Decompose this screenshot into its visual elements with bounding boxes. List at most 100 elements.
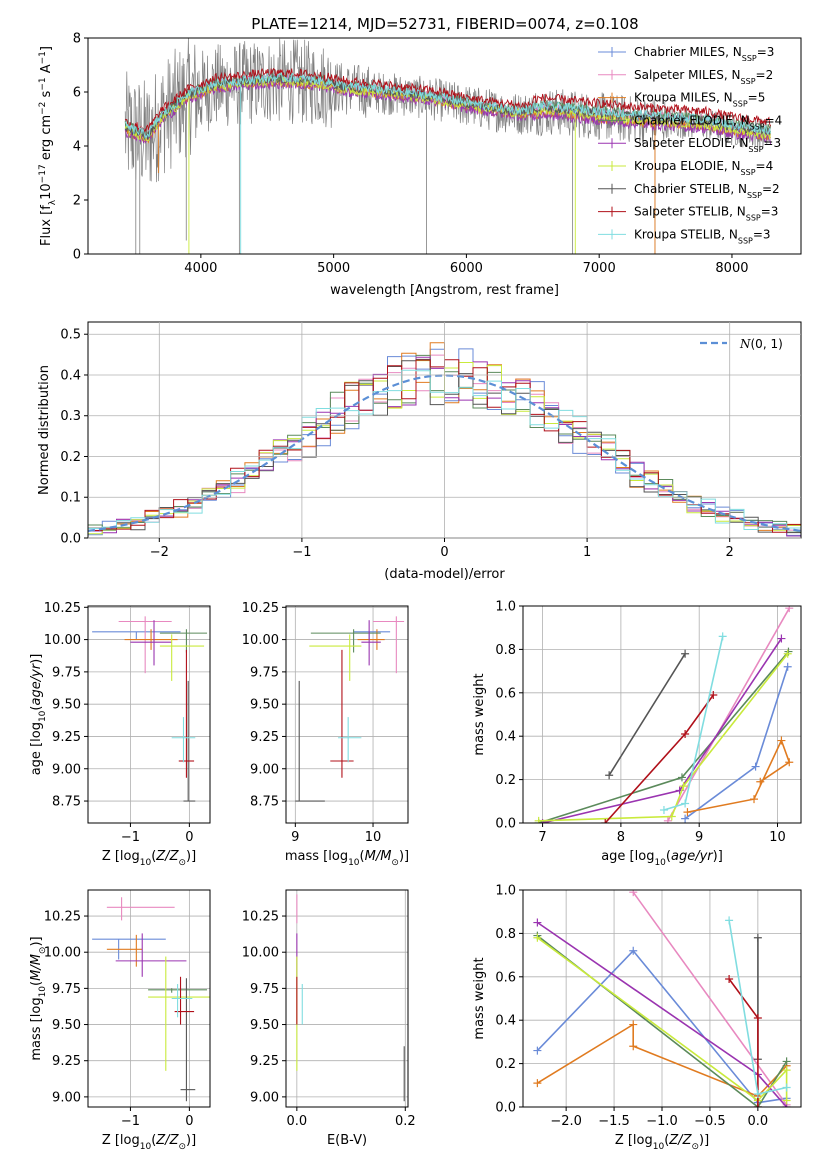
x-tick-label: −0.5 <box>694 1114 726 1129</box>
x-axis-label: Z [log10(Z/Z⊙)] <box>102 1133 196 1152</box>
y-tick-label: 8.75 <box>250 795 279 810</box>
y-tick-label: 9.25 <box>250 1054 279 1069</box>
legend: Chabrier MILES, NSSP=3 Salpeter MILES, NS… <box>598 45 782 245</box>
y-tick-label: 1.0 <box>495 600 516 615</box>
y-tick-label: 9.75 <box>52 982 81 997</box>
x-tick-label: −2.0 <box>550 1114 582 1129</box>
mass-weight-marker <box>777 736 786 745</box>
mass-weight-marker <box>709 690 718 699</box>
y-axis-label: mass [log10(M/M⊙)] <box>29 936 48 1060</box>
legend-label: Kroupa ELODIE, NSSP=4 <box>634 159 773 177</box>
mass-weight-marker <box>679 782 688 791</box>
model-spectrum <box>124 72 771 140</box>
x-tick-label: 8 <box>617 830 625 845</box>
y-tick-label: 10.00 <box>242 633 279 648</box>
age-vs-mass-panel: 9 10 8.75 9.00 9.25 9.50 9.75 10.00 10.25 mass [l… <box>242 601 409 868</box>
y-tick-label: 10.25 <box>44 910 81 925</box>
mass-weight-marker <box>663 816 672 823</box>
legend-label: Chabrier MILES, NSSP=3 <box>634 45 774 63</box>
y-tick-label: 0.0 <box>60 532 81 547</box>
errorbar-point <box>373 616 405 674</box>
x-tick-label: −1 <box>292 545 311 560</box>
errorbar-point <box>330 649 354 778</box>
mass-weight-vs-metallicity-panel: −2.0 −1.5 −1.0 −0.5 0.0 0.0 0.2 0.4 0.6 0.8 1.0 mas… <box>472 884 802 1152</box>
y-tick-label: 0.6 <box>495 686 516 701</box>
y-axis-label: Normed distribution <box>37 365 52 495</box>
y-tick-label: 9.25 <box>52 1054 81 1069</box>
age-vs-metallicity-panel: −1 0 8.75 9.00 9.25 9.50 9.75 10.00 10.25 age [lo… <box>29 601 211 868</box>
x-tick-label: 4000 <box>184 261 217 276</box>
x-tick-label: 0.0 <box>748 1114 769 1129</box>
mass-weight-series <box>608 653 686 776</box>
mass-weight-series <box>538 651 790 823</box>
y-tick-label: 0.0 <box>495 817 516 832</box>
x-tick-label: 5000 <box>317 261 350 276</box>
x-tick-label: 9 <box>695 830 703 845</box>
x-tick-label: 1 <box>583 545 591 560</box>
residual-histogram-panel: −2 −1 0 1 2 0.0 0.1 0.2 0.3 0.4 0.5 (data-model)/er… <box>37 321 802 582</box>
mass-weight-series <box>632 891 788 1106</box>
y-tick-label: 0 <box>73 248 81 263</box>
x-tick-label: −1.0 <box>646 1114 678 1129</box>
mass-weight-series <box>538 653 789 822</box>
mass-weight-marker <box>782 1096 791 1105</box>
x-tick-label: 0 <box>440 545 448 560</box>
errorbar-point <box>130 620 172 666</box>
x-tick-label: −2 <box>150 545 169 560</box>
y-tick-label: 9.00 <box>52 762 81 777</box>
y-tick-label: 8 <box>73 32 81 47</box>
legend-label: Kroupa MILES, NSSP=5 <box>634 91 765 109</box>
errorbar-point <box>310 629 381 653</box>
errorbar-point <box>361 620 381 666</box>
legend-label: Chabrier STELIB, NSSP=2 <box>634 182 780 200</box>
y-tick-label: 9.00 <box>250 762 279 777</box>
mass-weight-marker <box>629 1042 638 1051</box>
y-tick-label: 0.8 <box>495 927 516 942</box>
y-tick-label: 10.00 <box>242 946 279 961</box>
mass-weight-series <box>542 638 783 823</box>
errorbar-point <box>171 984 193 1018</box>
errorbar-point <box>309 634 362 681</box>
errorbar-point <box>148 956 210 1071</box>
mass-weight-marker <box>605 771 614 780</box>
legend-label: Salpeter ELODIE, NSSP=3 <box>634 136 781 154</box>
errorbar-point <box>115 933 187 977</box>
mass-weight-marker <box>533 933 542 942</box>
figure-title: PLATE=1214, MJD=52731, FIBERID=0074, z=0… <box>251 15 638 33</box>
x-tick-label: 10 <box>769 830 786 845</box>
errorbar-point <box>106 897 175 921</box>
errorbar-point <box>171 717 196 763</box>
model-spectrum <box>124 67 771 134</box>
mass-weight-marker <box>718 632 727 641</box>
errorbar-point <box>124 629 178 650</box>
y-tick-label: 9.25 <box>52 730 81 745</box>
y-axis-label: age [log10(age/yr)] <box>29 654 48 776</box>
mass-weight-series <box>667 607 790 822</box>
x-tick-label: 7000 <box>583 261 616 276</box>
x-axis-label: mass [log10(M/M⊙)] <box>285 849 409 868</box>
mass-weight-marker <box>753 1103 762 1107</box>
mass-weight-marker <box>601 819 610 823</box>
y-tick-label: 0.2 <box>495 773 516 788</box>
errorbar-point <box>92 631 181 640</box>
y-tick-label: 0.8 <box>495 643 516 658</box>
mass-weight-marker <box>782 1057 791 1066</box>
x-axis-label: age [log10(age/yr)] <box>601 849 723 868</box>
y-tick-label: 0.4 <box>495 1014 516 1029</box>
legend-label: Chabrier ELODIE, NSSP=4 <box>634 113 782 130</box>
x-axis-label: E(B-V) <box>327 1133 367 1148</box>
x-tick-label: 10 <box>365 830 382 845</box>
mass-weight-marker <box>533 918 542 927</box>
y-tick-label: 9.50 <box>52 1018 81 1033</box>
errorbar-point <box>159 629 208 653</box>
mass-weight-marker <box>753 1014 762 1023</box>
mass-weight-marker <box>677 773 686 782</box>
mass-weight-marker <box>753 933 762 942</box>
y-tick-label: 1.0 <box>495 884 516 899</box>
x-tick-label: 7 <box>538 830 546 845</box>
x-tick-label: 8000 <box>715 261 748 276</box>
y-tick-label: 0.2 <box>60 450 81 465</box>
mass-weight-marker <box>629 890 638 897</box>
x-tick-label: 0 <box>185 830 193 845</box>
